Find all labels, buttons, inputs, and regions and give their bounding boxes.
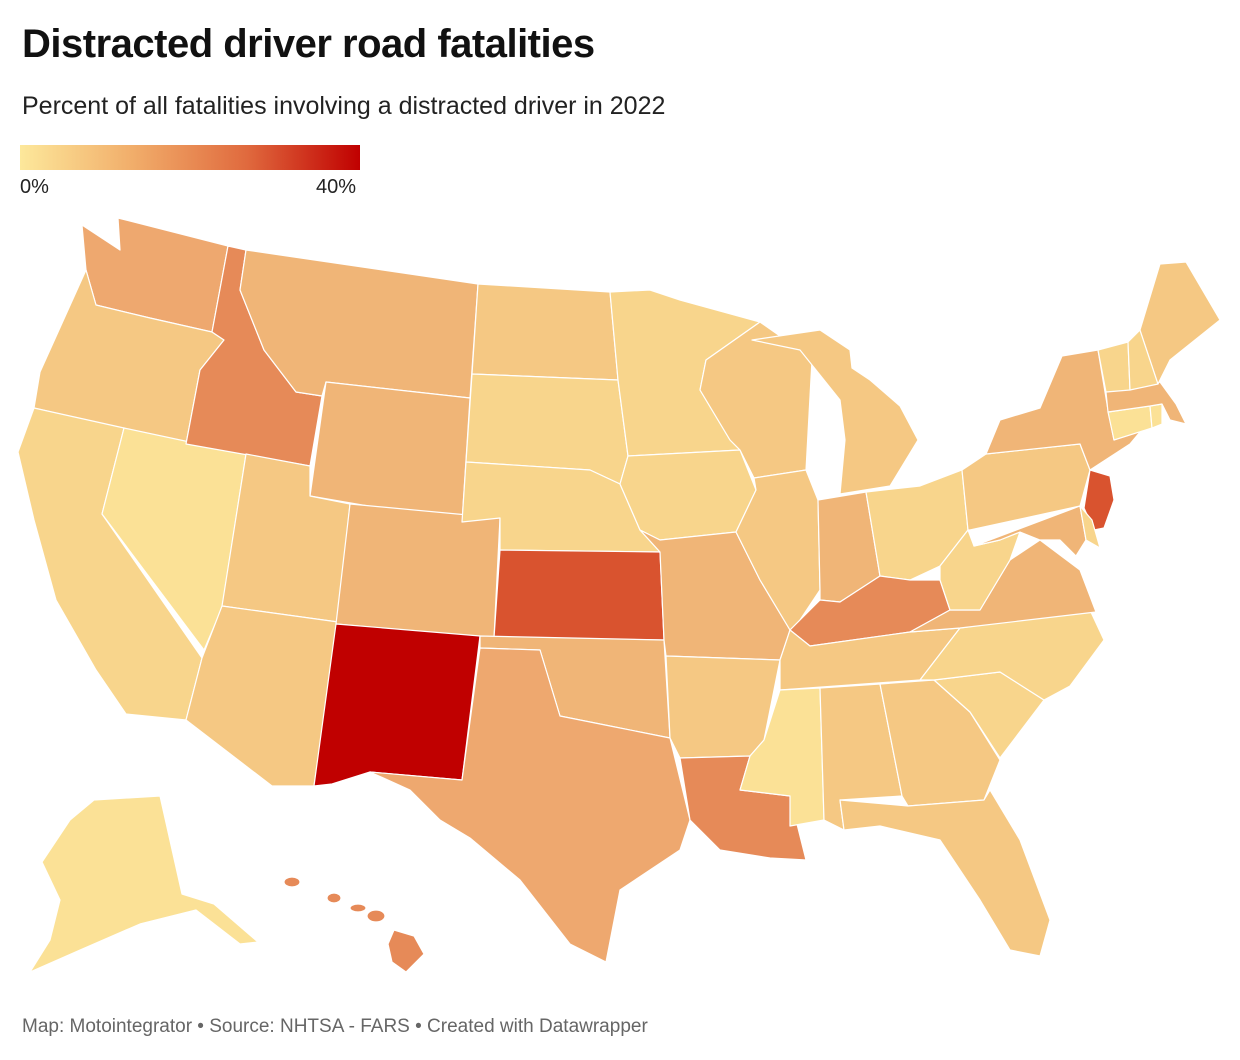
state-texas[interactable]	[369, 647, 691, 963]
state-hawaii[interactable]	[283, 876, 425, 973]
state-rhode-island[interactable]	[1149, 403, 1163, 429]
state-west-virginia[interactable]	[939, 529, 1021, 611]
state-mississippi[interactable]	[739, 687, 825, 827]
state-alaska[interactable]	[29, 795, 259, 973]
state-delaware[interactable]	[1079, 505, 1101, 549]
state-maine[interactable]	[1139, 261, 1221, 385]
us-states-map	[17, 217, 1221, 973]
state-new-mexico[interactable]	[313, 623, 481, 787]
state-new-jersey[interactable]	[1083, 469, 1115, 531]
state-florida[interactable]	[839, 789, 1051, 957]
state-colorado[interactable]	[335, 503, 501, 639]
legend-max-label: 40%	[316, 176, 357, 198]
state-kansas[interactable]	[493, 549, 665, 641]
map-subtitle: Percent of all fatalities involving a di…	[22, 92, 666, 120]
state-north-dakota[interactable]	[471, 283, 619, 381]
legend-min-label: 0%	[20, 176, 49, 198]
color-legend-bar	[20, 145, 360, 170]
map-title: Distracted driver road fatalities	[22, 22, 595, 66]
map-footer-credits: Map: Motointegrator • Source: NHTSA - FA…	[22, 1016, 648, 1037]
state-massachusetts[interactable]	[1105, 381, 1187, 425]
state-michigan[interactable]	[751, 329, 919, 495]
state-iowa[interactable]	[619, 449, 757, 541]
